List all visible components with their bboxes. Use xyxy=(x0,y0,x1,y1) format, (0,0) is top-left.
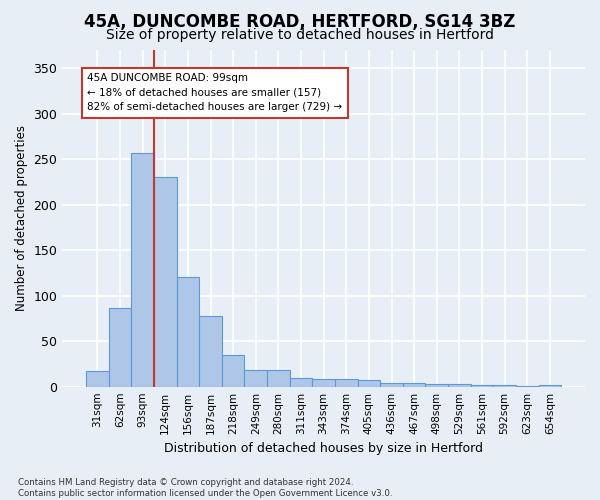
Bar xyxy=(199,316,222,386)
Bar xyxy=(109,308,131,386)
Bar xyxy=(176,278,199,386)
Bar xyxy=(244,370,267,386)
Text: 45A, DUNCOMBE ROAD, HERTFORD, SG14 3BZ: 45A, DUNCOMBE ROAD, HERTFORD, SG14 3BZ xyxy=(85,12,515,30)
X-axis label: Distribution of detached houses by size in Hertford: Distribution of detached houses by size … xyxy=(164,442,483,455)
Bar xyxy=(267,370,290,386)
Bar xyxy=(425,384,448,386)
Bar xyxy=(493,385,516,386)
Bar xyxy=(335,380,358,386)
Bar xyxy=(86,371,109,386)
Text: Size of property relative to detached houses in Hertford: Size of property relative to detached ho… xyxy=(106,28,494,42)
Text: 45A DUNCOMBE ROAD: 99sqm
← 18% of detached houses are smaller (157)
82% of semi-: 45A DUNCOMBE ROAD: 99sqm ← 18% of detach… xyxy=(87,72,343,112)
Bar xyxy=(222,355,244,386)
Bar xyxy=(448,384,471,386)
Bar xyxy=(380,383,403,386)
Bar xyxy=(358,380,380,386)
Bar xyxy=(539,385,561,386)
Bar xyxy=(313,380,335,386)
Bar xyxy=(471,385,493,386)
Y-axis label: Number of detached properties: Number of detached properties xyxy=(15,126,28,312)
Text: Contains HM Land Registry data © Crown copyright and database right 2024.
Contai: Contains HM Land Registry data © Crown c… xyxy=(18,478,392,498)
Bar xyxy=(131,153,154,386)
Bar xyxy=(290,378,313,386)
Bar xyxy=(403,383,425,386)
Bar xyxy=(154,178,176,386)
